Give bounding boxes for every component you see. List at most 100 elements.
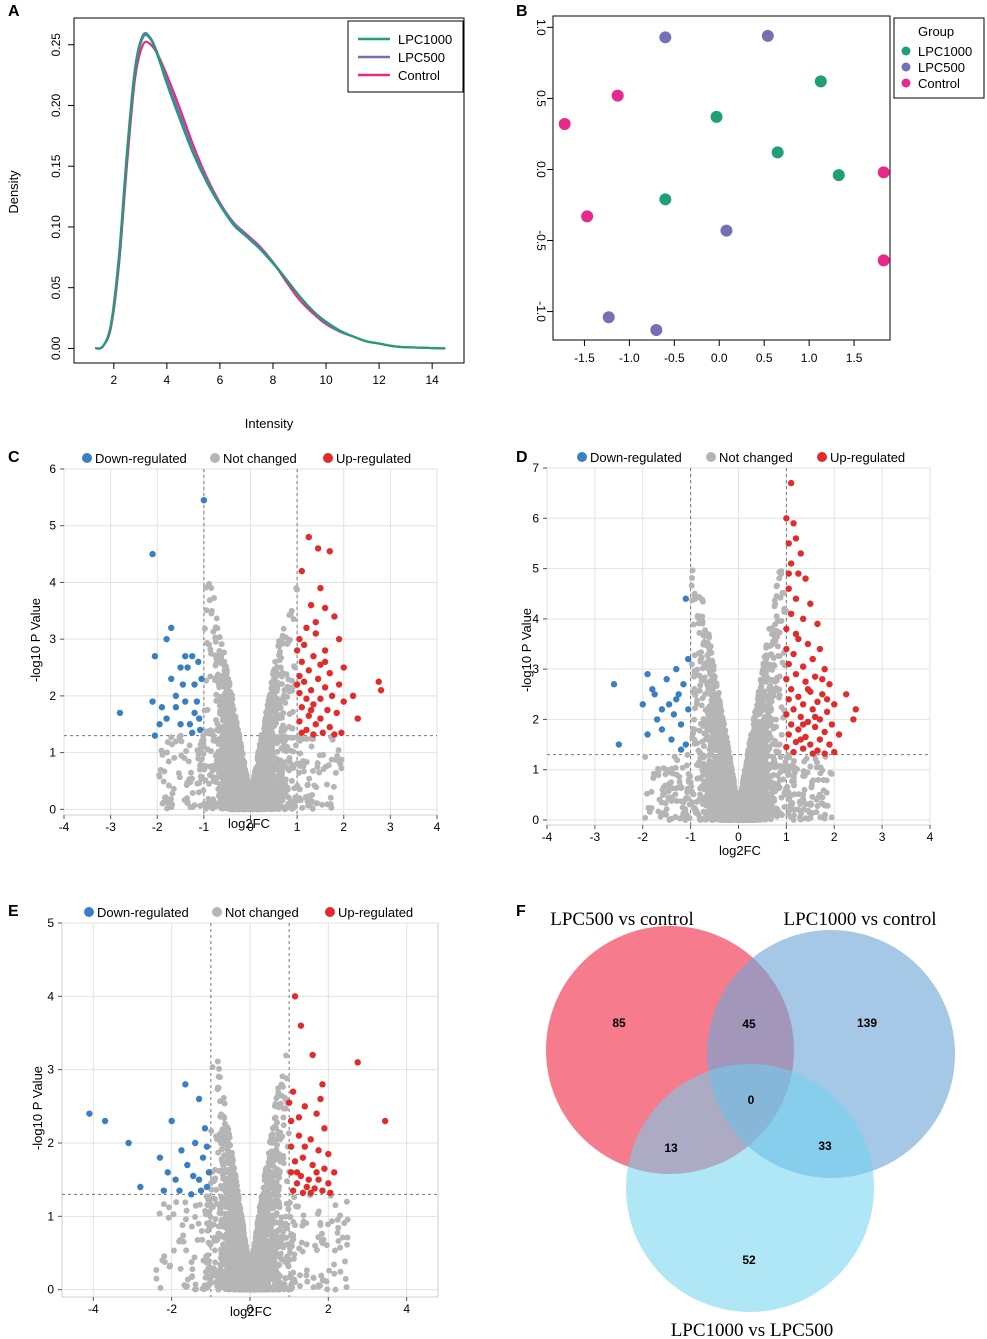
y-tick-label: -0.5 (534, 230, 548, 251)
point-not-changed (164, 805, 171, 812)
point-down-regulated (116, 709, 124, 717)
point-not-changed (219, 717, 226, 724)
pca-point-lpc500 (659, 31, 672, 44)
point-not-changed (209, 728, 216, 735)
point-not-changed (269, 717, 276, 724)
legend-label-lpc500: LPC500 (398, 50, 445, 65)
point-not-changed (673, 771, 680, 778)
point-up-regulated (303, 695, 310, 702)
point-not-changed (225, 735, 232, 742)
x-tick-label: 6 (217, 373, 224, 387)
point-down-regulated (172, 692, 180, 700)
point-not-changed (273, 799, 280, 806)
point-not-changed (666, 768, 673, 775)
point-not-changed (261, 798, 268, 805)
point-not-changed (795, 806, 802, 813)
point-not-changed (267, 727, 274, 734)
point-not-changed (219, 736, 226, 743)
point-not-changed (685, 771, 692, 778)
pca-point-lpc1000 (771, 146, 784, 159)
point-up-regulated (305, 667, 312, 674)
point-not-changed (197, 766, 204, 773)
point-up-regulated (321, 684, 329, 691)
point-not-changed (221, 667, 228, 674)
x-tick-label: -3 (590, 830, 601, 844)
point-not-changed (693, 809, 700, 816)
point-not-changed (255, 748, 262, 755)
point-up-regulated (307, 706, 315, 714)
point-not-changed (310, 768, 317, 775)
point-not-changed (807, 763, 814, 770)
point-not-changed (199, 737, 206, 744)
point-not-changed (694, 775, 701, 782)
x-tick-label: 4 (434, 820, 441, 834)
point-down-regulated (196, 726, 204, 734)
point-not-changed (251, 781, 258, 788)
point-not-changed (313, 784, 320, 791)
point-up-regulated (314, 545, 322, 552)
point-not-changed (763, 644, 770, 651)
point-not-changed (291, 785, 298, 792)
point-not-changed (213, 615, 220, 622)
point-not-changed (269, 756, 276, 763)
panel-letter-f: F (516, 903, 526, 920)
point-not-changed (663, 806, 670, 813)
point-not-changed (272, 658, 279, 665)
point-not-changed (314, 800, 321, 807)
point-not-changed (259, 754, 266, 761)
point-not-changed (284, 786, 291, 793)
point-not-changed (236, 739, 243, 746)
point-not-changed (171, 754, 178, 761)
point-not-changed (204, 706, 211, 713)
point-not-changed (785, 771, 792, 778)
y-tick-label: 6 (532, 511, 539, 525)
point-not-changed (232, 777, 239, 784)
point-not-changed (200, 732, 207, 739)
x-tick-label: 2 (110, 373, 117, 387)
point-not-changed (689, 567, 696, 574)
point-not-changed (279, 632, 286, 639)
point-up-regulated (317, 695, 324, 702)
point-down-regulated (151, 652, 159, 660)
point-up-regulated (335, 681, 343, 688)
x-tick-label: 2 (340, 820, 347, 834)
point-not-changed (260, 736, 267, 743)
point-not-changed (319, 801, 326, 808)
point-not-changed (197, 761, 204, 768)
point-not-changed (164, 739, 171, 746)
point-not-changed (218, 653, 225, 660)
point-not-changed (292, 742, 299, 749)
point-not-changed (290, 616, 297, 623)
point-not-changed (252, 767, 259, 774)
x-tick-label: -0.5 (664, 351, 685, 365)
volcano-c-x-axis-title: log2FC (228, 816, 270, 831)
point-not-changed (698, 596, 705, 603)
y-tick-label: 0.20 (49, 93, 63, 117)
point-not-changed (815, 776, 822, 783)
point-down-regulated (195, 658, 202, 666)
point-not-changed (769, 691, 776, 698)
y-tick-label: 1 (532, 763, 539, 777)
y-tick-label: 1.0 (534, 19, 548, 36)
point-not-changed (262, 721, 269, 728)
point-not-changed (279, 640, 286, 647)
panel-letter-b: B (516, 3, 528, 20)
point-not-changed (233, 771, 240, 778)
point-not-changed (691, 716, 698, 723)
point-not-changed (215, 753, 222, 760)
point-not-changed (274, 705, 281, 712)
point-not-changed (690, 791, 697, 798)
point-up-regulated (338, 729, 345, 736)
point-not-changed (160, 799, 167, 806)
point-not-changed (208, 748, 215, 755)
point-not-changed (259, 765, 266, 772)
point-not-changed (708, 691, 715, 698)
point-not-changed (328, 756, 335, 763)
point-not-changed (216, 648, 223, 655)
point-not-changed (212, 737, 219, 744)
y-tick-label: 1 (49, 746, 56, 760)
point-not-changed (327, 801, 334, 808)
pca-point-lpc1000 (659, 193, 672, 206)
point-not-changed (165, 758, 172, 765)
